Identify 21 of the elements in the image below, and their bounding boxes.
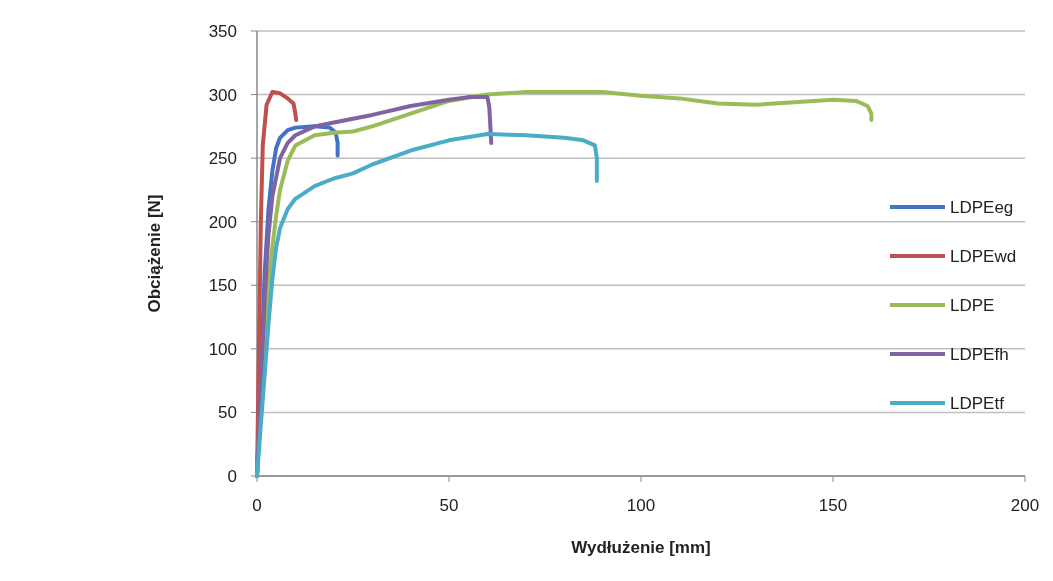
line-series <box>255 131 599 478</box>
legend-label: LDPEwd <box>950 246 1017 266</box>
y-tick-label: 250 <box>208 149 237 169</box>
x-tick-label: 100 <box>626 496 656 515</box>
x-tick-label: 150 <box>818 496 848 515</box>
y-axis-title: Obciążenie [N] <box>145 194 164 313</box>
legend-label: LDPEeg <box>950 197 1014 217</box>
x-axis-title: Wydłużenie [mm] <box>571 538 711 557</box>
y-tick-label: 150 <box>208 276 237 296</box>
x-tick-label: 200 <box>1010 496 1040 515</box>
x-tick-label: 0 <box>252 496 262 515</box>
y-tick-label: 100 <box>208 339 237 359</box>
y-tick-label: 300 <box>208 85 237 105</box>
legend-label: LDPE <box>950 295 995 315</box>
y-tick-label: 50 <box>218 403 237 423</box>
y-tick-label: 200 <box>208 212 237 232</box>
legend-label: LDPEfh <box>950 344 1009 364</box>
x-tick-label: 50 <box>439 496 459 515</box>
y-tick-label: 0 <box>227 466 237 486</box>
y-tick-label: 350 <box>208 21 237 41</box>
legend-label: LDPEtf <box>950 393 1005 413</box>
